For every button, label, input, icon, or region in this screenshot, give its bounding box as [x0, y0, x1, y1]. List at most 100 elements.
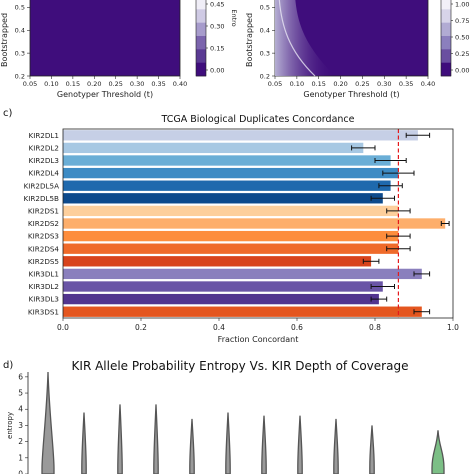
bar-KIR2DL4 [63, 167, 399, 179]
category-label: KIR2DL4 [28, 169, 59, 178]
y-axis-label: Bootstrapped [245, 13, 254, 67]
violin [117, 404, 123, 474]
category-label: KIR3DL2 [28, 282, 59, 291]
heatmap-area [29, 0, 181, 77]
x-tick-label: 0.25 [108, 80, 122, 88]
colorbar-segment [441, 36, 451, 50]
violin [81, 412, 87, 474]
bar-KIR2DL3 [63, 155, 391, 166]
category-label: KIR2DL5A [24, 181, 60, 190]
colorbar-frame [440, 0, 452, 77]
category-label: KIR2DL5B [24, 194, 60, 203]
x-tick-label: 0.20 [333, 80, 347, 88]
x-tick-label: 0.8 [369, 323, 381, 332]
violin [333, 418, 339, 474]
y-tick-label: 0.3 [15, 49, 25, 57]
bar-KIR2DS1 [63, 205, 399, 217]
colorbar-segment [196, 49, 206, 63]
colorbar-segment [196, 0, 206, 10]
colorbar-tick-label: 0.15 [210, 44, 224, 52]
y-tick-label: 6 [18, 372, 23, 381]
colorbar-segment [196, 62, 206, 77]
x-tick-label: 0.15 [66, 80, 80, 88]
category-label: KIR2DL3 [28, 156, 59, 165]
colorbar-tick-label: 0.25 [455, 50, 469, 58]
bar-chart-c: TCGA Biological Duplicates Concordance KI… [24, 114, 460, 344]
panel-label-c: c) [3, 108, 12, 119]
category-label: KIR3DS1 [28, 307, 59, 316]
entropy-glow-region [275, 0, 335, 76]
x-axis-label: Fraction Concordant [218, 335, 299, 344]
colorbar-tick-label: 0.50 [455, 33, 469, 41]
violin [261, 415, 267, 474]
violin [225, 412, 231, 474]
y-axis-label: entropy [6, 412, 14, 439]
colorbar-segment [196, 36, 206, 50]
category-label: KIR2DL2 [28, 144, 59, 153]
colorbar-segment [196, 22, 206, 37]
colorbar-tick-label: 1.00 [455, 0, 469, 8]
x-tick-label: 0.30 [130, 80, 144, 88]
category-label: KIR2DS2 [28, 219, 59, 228]
y-tick-label: 0.4 [260, 27, 270, 35]
bar-KIR2DL1 [63, 130, 418, 141]
x-tick-label: 0.2 [135, 323, 147, 332]
x-tick-label: 0.20 [87, 80, 101, 88]
violin [189, 418, 195, 474]
x-tick-label: 0.4 [213, 323, 225, 332]
colorbar-segment [441, 49, 451, 63]
bar-KIR2DS3 [63, 230, 399, 242]
category-label: KIR2DS3 [28, 232, 59, 241]
y-tick-label: 1 [18, 453, 23, 462]
y-tick-label: 3 [18, 421, 23, 430]
category-label: KIR3DL3 [28, 295, 59, 304]
violin [369, 425, 375, 474]
colorbar-tick-label: 0.00 [210, 66, 224, 74]
y-tick-label: 0.3 [260, 49, 270, 57]
x-tick-label: 0.10 [290, 80, 304, 88]
y-tick-label: 0.2 [15, 72, 25, 80]
heatmap-a: 0.05 0.10 0.15 0.20 0.25 0.30 0.35 0.40 0.2 0.3 0.… [0, 0, 238, 99]
bar-KIR3DL2 [63, 281, 383, 292]
colorbar-tick-label: 0.75 [455, 17, 469, 25]
x-tick-label: 0.35 [399, 80, 413, 88]
y-axis-label: Bootstrapped [0, 13, 9, 67]
bar-KIR3DS1 [63, 306, 422, 317]
colorbar-segment [441, 0, 451, 10]
x-tick-label: 0.10 [44, 80, 58, 88]
x-tick-label: 0.40 [421, 80, 435, 88]
chart-title: TCGA Biological Duplicates Concordance [161, 114, 355, 125]
chart-title: KIR Allele Probability Entropy Vs. KIR D… [72, 359, 409, 373]
x-tick-label: 0.05 [23, 80, 37, 88]
x-axis-label: Genotyper Threshold (t) [57, 90, 153, 99]
x-tick-label: 0.35 [151, 80, 165, 88]
x-tick-label: 0.0 [57, 323, 69, 332]
violin [153, 404, 159, 474]
x-tick-label: 1.0 [447, 323, 459, 332]
violin [41, 371, 55, 474]
category-label: KIR2DS5 [28, 257, 59, 266]
category-label: KIR2DS1 [28, 207, 59, 216]
x-tick-label: 0.15 [311, 80, 325, 88]
colorbar-segment [441, 62, 451, 77]
x-tick-label: 0.6 [291, 323, 303, 332]
bar-KIR2DL2 [63, 142, 364, 154]
violin [431, 430, 445, 474]
colorbar-frame [195, 0, 207, 77]
bar-KIR2DS4 [63, 243, 399, 254]
violin [297, 415, 303, 474]
bar-KIR2DS5 [63, 256, 372, 267]
colorbar-segment [196, 9, 206, 23]
y-tick-label: 0.2 [260, 72, 270, 80]
contour-line [278, 0, 316, 77]
heatmap-b: 0.05 0.10 0.15 0.20 0.25 0.30 0.35 0.40 0.2 0.3 0.… [245, 0, 469, 99]
colorbar-tick-label: 0.00 [455, 66, 469, 74]
x-tick-label: 0.25 [355, 80, 369, 88]
colorbar-segment [441, 9, 451, 23]
colorbar-label: Entro [230, 9, 238, 26]
category-label: KIR3DL1 [28, 270, 59, 279]
bar-KIR2DL5A [63, 180, 391, 191]
panel-label-d: d) [3, 360, 13, 371]
y-tick-label: 0.4 [15, 27, 25, 35]
